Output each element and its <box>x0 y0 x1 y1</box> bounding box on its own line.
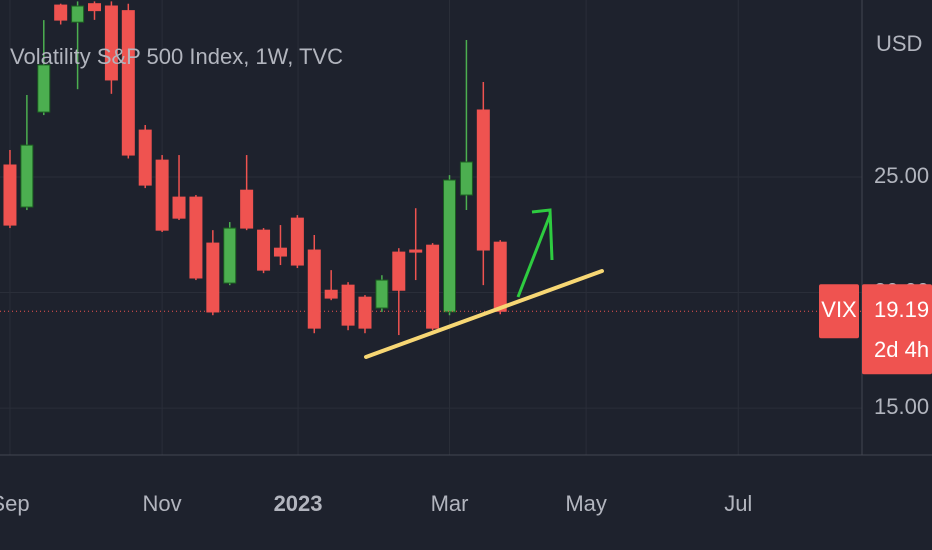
currency-label: USD <box>876 31 922 56</box>
candle-body <box>358 296 372 329</box>
candle-body <box>37 64 51 113</box>
candle-body <box>138 129 152 186</box>
symbol-label: VIX <box>821 297 857 322</box>
y-tick-label: 25.00 <box>874 163 929 188</box>
candle-body <box>392 251 406 291</box>
candle-body <box>443 179 457 313</box>
candle-body <box>290 217 304 266</box>
countdown-label: 2d 4h <box>874 337 929 362</box>
candle-body <box>240 189 254 229</box>
candle-body <box>88 3 102 12</box>
candle-body <box>426 244 440 329</box>
candle-body <box>409 249 423 253</box>
candle-body <box>341 284 355 326</box>
candle-body <box>71 5 85 23</box>
x-tick-label: 2023 <box>274 491 323 516</box>
chart-title: Volatility S&P 500 Index, 1W, TVC <box>10 44 343 69</box>
candle-body <box>189 196 203 279</box>
x-tick-label: May <box>565 491 607 516</box>
x-tick-label: Mar <box>431 491 469 516</box>
candle-body <box>3 164 17 226</box>
arrow-shaft <box>516 214 552 298</box>
y-tick-label: 15.00 <box>874 394 929 419</box>
candle-body <box>459 161 473 196</box>
axes: 15.0020.0025.00SepNov2023MarMayJulVIX19.… <box>0 163 932 516</box>
candle-body <box>206 242 220 313</box>
candle-body <box>223 227 237 284</box>
candle-body <box>375 279 389 309</box>
x-tick-label: Sep <box>0 491 30 516</box>
candle-body <box>20 144 34 208</box>
candle-body <box>273 247 287 257</box>
candle-body <box>104 5 118 81</box>
price-label: 19.19 <box>874 297 929 322</box>
x-tick-label: Jul <box>724 491 752 516</box>
candles <box>0 1 862 336</box>
candle-body <box>121 10 135 156</box>
price-label-bg <box>862 284 932 375</box>
candle-body <box>155 159 169 231</box>
trend-line <box>364 269 604 359</box>
x-tick-label: Nov <box>143 491 182 516</box>
candle-body <box>54 4 68 21</box>
candle-body <box>493 241 507 312</box>
candle-body <box>324 289 338 299</box>
candle-body <box>257 229 271 271</box>
candle-body <box>172 196 186 219</box>
candle-body <box>476 109 490 251</box>
symbol-label-bg <box>819 284 859 339</box>
arrow-head <box>531 208 554 261</box>
candle-body <box>307 249 321 329</box>
